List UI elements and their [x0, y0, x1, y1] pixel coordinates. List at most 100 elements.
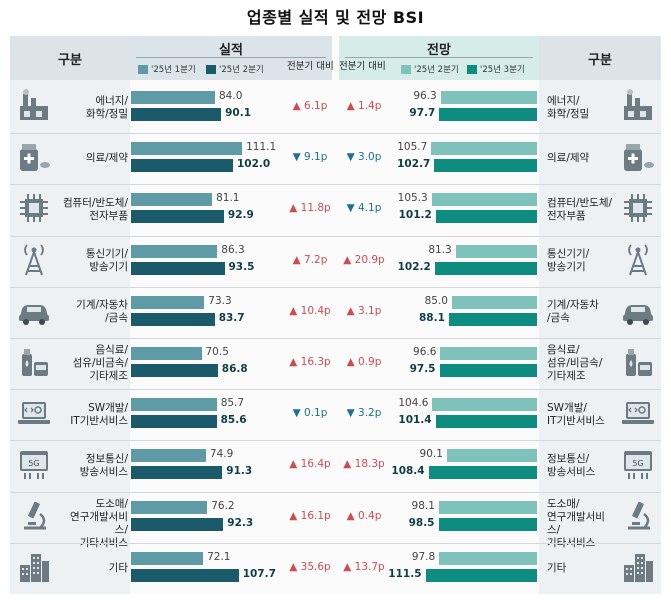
medicine-icon: [620, 139, 656, 175]
value-label: 88.1: [418, 311, 445, 324]
category-row: 의료/제약 의료/제약 111.1 102.0 105.7 102.7 ▼ 9.1p ▼ 3.…: [0, 133, 671, 184]
change-label: ▼ 4.1p: [346, 202, 382, 215]
legend-forecast-curr: '25년 3분기: [467, 63, 525, 75]
value-label: 90.1: [419, 448, 443, 461]
food-bottle-icon: [16, 344, 52, 380]
actual-title: 실적: [219, 43, 243, 58]
value-label: 86.3: [221, 243, 245, 256]
category-label: SW개발/IT기반서비스: [70, 401, 128, 427]
value-label: 104.6: [398, 397, 429, 410]
bar-forecast-curr: [439, 364, 537, 377]
category-label: 정보통신/방송서비스: [547, 452, 596, 478]
bar-forecast-prev: [452, 295, 537, 309]
row-separator: [10, 491, 661, 493]
change-label: ▲ 16.3p: [289, 356, 331, 368]
row-separator: [10, 389, 661, 391]
change-label: ▼ 0.1p: [292, 407, 328, 420]
value-label: 74.9: [209, 448, 234, 461]
category-label: 통신기기/방송기기: [547, 248, 590, 274]
category-label: 도소매/연구개발서비스/기타서비스: [70, 497, 128, 549]
value-label: 73.3: [208, 294, 232, 307]
microscope-icon: [16, 498, 52, 534]
legend-label: '25년 1분기: [151, 65, 196, 75]
category-label: 음식료/섬유/비금속/기타제조: [547, 344, 603, 383]
value-label: 72.1: [207, 550, 231, 563]
category-label: 의료/제약: [85, 152, 128, 165]
legend-label: '25년 2분기: [219, 65, 264, 75]
category-row: 음식료/섬유/비금속/기타제조 음식료/섬유/비금속/기타제조 70.5 86.8 96…: [0, 338, 671, 389]
change-label: ▼ 3.2p: [346, 407, 382, 420]
category-label: 컴퓨터/반도체/전자부품: [547, 196, 613, 222]
value-label: 101.4: [398, 414, 432, 427]
category-label: 컴퓨터/반도체/전자부품: [62, 196, 128, 222]
antenna-tower-icon: [16, 242, 52, 278]
laptop-code-icon: [16, 395, 52, 431]
bar-actual-curr: [131, 568, 239, 582]
value-label: 84.0: [219, 90, 243, 102]
buildings-icon: [620, 549, 656, 585]
bar-forecast-prev: [446, 449, 537, 463]
change-label: ▲ 10.4p: [289, 304, 331, 317]
legend-swatch-forecast-prev: [401, 64, 411, 74]
bar-forecast-prev: [440, 347, 537, 360]
row-separator: [10, 338, 661, 339]
bar-forecast-curr: [435, 415, 537, 429]
change-label: ▲ 11.8p: [289, 202, 331, 215]
bar-actual-curr: [131, 159, 233, 173]
change-label: ▲ 18.3p: [343, 458, 385, 471]
bar-actual-curr: [131, 415, 217, 429]
category-label: 에너지/화학/정밀: [85, 94, 128, 120]
microscope-icon: [620, 498, 656, 534]
forecast-change-header: 전분기 대비: [339, 61, 386, 72]
bar-actual-prev: [131, 193, 213, 207]
category-row: 기타 기타 72.1 107.7 97.8 111.5 ▲ 35.6p ▲ 13.7p: [0, 543, 671, 594]
bar-actual-curr: [131, 261, 225, 275]
value-label: 111.1: [246, 141, 277, 154]
bar-forecast-curr: [434, 261, 537, 275]
value-label: 96.3: [413, 90, 437, 102]
value-label: 93.5: [228, 260, 255, 273]
car-icon: [620, 293, 656, 329]
legend-label: '25년 3분기: [480, 65, 525, 75]
bar-actual-curr: [131, 312, 215, 326]
change-label: ▲ 16.4p: [289, 458, 331, 471]
legend-label: '25년 2분기: [414, 65, 459, 75]
right-category-header: 구분: [539, 36, 661, 80]
change-label: ▲ 16.1p: [289, 509, 331, 522]
chip-icon: [16, 190, 52, 226]
change-label: ▲ 35.6p: [289, 560, 331, 573]
change-label: ▼ 3.0p: [346, 151, 382, 164]
bar-actual-prev: [131, 551, 204, 565]
value-label: 85.6: [220, 414, 247, 427]
legend-swatch-actual-prev: [138, 64, 148, 74]
value-label: 101.2: [398, 209, 432, 222]
change-label: ▲ 13.7p: [343, 560, 385, 573]
bar-actual-curr: [131, 210, 224, 224]
food-bottle-icon: [620, 344, 656, 380]
value-label: 96.6: [413, 346, 437, 358]
bar-actual-curr: [131, 364, 218, 377]
value-label: 92.9: [227, 209, 254, 222]
value-label: 85.7: [220, 397, 245, 410]
bar-actual-prev: [131, 295, 205, 309]
value-label: 92.3: [227, 516, 254, 529]
bar-forecast-prev: [432, 398, 537, 412]
header-divider: [345, 57, 533, 58]
value-label: 105.7: [397, 141, 428, 154]
bar-actual-prev: [131, 449, 206, 463]
factory-icon: [16, 88, 52, 124]
category-row: 컴퓨터/반도체/전자부품 컴퓨터/반도체/전자부품 81.1 92.9 105.3 101…: [0, 184, 671, 235]
bar-actual-prev: [131, 500, 208, 514]
category-label: 기계/자동차/금속: [547, 299, 599, 325]
value-label: 98.5: [408, 516, 435, 529]
legend-swatch-actual-curr: [206, 64, 216, 74]
value-label: 91.3: [226, 465, 253, 478]
value-label: 97.7: [409, 107, 436, 119]
antenna-tower-icon: [620, 242, 656, 278]
bar-forecast-prev: [455, 244, 537, 258]
value-label: 98.1: [411, 499, 435, 512]
value-label: 107.7: [242, 567, 276, 580]
change-label: ▲ 3.1p: [346, 304, 382, 317]
category-label: 기타: [108, 561, 128, 574]
value-label: 102.7: [397, 158, 431, 171]
